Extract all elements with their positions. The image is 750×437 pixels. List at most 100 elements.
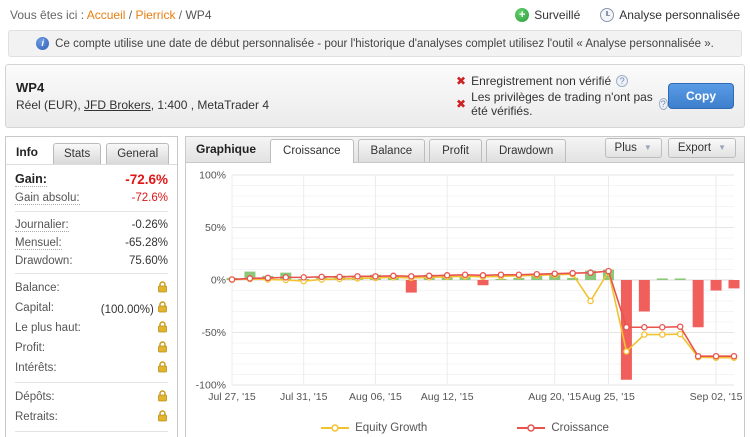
sidebar-tabs: Info Stats General	[6, 137, 177, 165]
legend-label: Equity Growth	[355, 421, 428, 434]
stat-row-le-plus-haut: Le plus haut:	[15, 318, 168, 338]
help-icon[interactable]: ?	[658, 98, 668, 110]
stat-row-drawdown: Drawdown: 75.60%	[15, 252, 168, 269]
warning-text: Enregistrement non vérifié	[471, 74, 612, 88]
notice-text: Ce compte utilise une date de début pers…	[55, 37, 714, 50]
breadcrumb: Vous êtes ici : Accueil / Pierrick / WP4	[10, 8, 212, 22]
custom-start-date-notice: i Ce compte utilise une date de début pe…	[8, 30, 742, 57]
tab-drawdown[interactable]: Drawdown	[485, 138, 567, 162]
breadcrumb-separator: /	[128, 8, 133, 22]
export-dropdown[interactable]: Export ▼	[667, 137, 736, 158]
stat-value: -72.6%	[125, 171, 168, 187]
stat-row-mensuel: Mensuel: -65.28%	[15, 234, 168, 252]
tab-profit[interactable]: Profit	[429, 138, 482, 162]
top-actions: + Surveillé Analyse personnalisée	[515, 8, 740, 22]
svg-text:-100%: -100%	[196, 379, 226, 391]
custom-analysis-label: Analyse personnalisée	[619, 8, 740, 22]
lock-icon	[158, 389, 167, 401]
plus-dropdown[interactable]: Plus ▼	[604, 137, 662, 158]
svg-text:Aug 25, '15: Aug 25, '15	[582, 391, 635, 403]
red-x-icon: ✖	[456, 97, 467, 111]
growth-chart[interactable]: Jul 27, '15 Jul 31, '15 Aug 06, '15 Aug 12,…	[186, 163, 744, 414]
chart-panel-title: Graphique	[196, 141, 257, 156]
stat-label: Gain:	[15, 171, 47, 187]
copy-button[interactable]: Copy	[668, 83, 734, 109]
stat-value	[157, 360, 168, 376]
tab-croissance[interactable]: Croissance	[270, 138, 354, 163]
lock-icon	[158, 300, 167, 312]
help-icon[interactable]: ?	[616, 75, 629, 87]
divider	[15, 211, 168, 212]
stat-label: Balance:	[15, 282, 60, 294]
top-bar: Vous êtes ici : Accueil / Pierrick / WP4…	[0, 0, 750, 28]
watch-button[interactable]: + Surveillé	[515, 8, 580, 22]
stat-label: Drawdown:	[15, 254, 73, 267]
stat-row-capital: Capital: (100.00%)	[15, 298, 168, 318]
tab-stats[interactable]: Stats	[53, 143, 102, 164]
stat-label: Dépôts:	[15, 391, 55, 403]
lock-icon	[158, 409, 167, 421]
broker-link[interactable]: JFD Brokers	[84, 98, 151, 112]
warning-text: Les privilèges de trading n'ont pas été …	[471, 90, 653, 118]
legend-label: Croissance	[551, 421, 609, 434]
stat-row-balance: Balance:	[15, 278, 168, 298]
warning-row-registration: ✖ Enregistrement non vérifié ?	[456, 74, 668, 88]
sidebar-rows: Gain: -72.6% Gain absolu: -72.6% Journal…	[6, 165, 177, 437]
breadcrumb-current: WP4	[185, 8, 212, 22]
stat-value	[157, 389, 168, 405]
stat-row-gain: Gain: -72.6%	[15, 169, 168, 189]
svg-text:-50%: -50%	[201, 327, 226, 339]
stat-value: -0.26%	[131, 219, 168, 231]
account-header: WP4 Réel (EUR), JFD Brokers, 1:400 , Met…	[5, 64, 745, 128]
lock-icon	[158, 360, 167, 372]
chart-tabs: Croissance Balance Profit Drawdown	[270, 137, 567, 163]
stat-label: Intérêts:	[15, 362, 57, 374]
stat-row-interets: Intérêts:	[15, 358, 168, 378]
stat-label: Capital:	[15, 302, 54, 314]
breadcrumb-prefix: Vous êtes ici :	[10, 8, 85, 22]
yellow-line-marker-icon	[321, 424, 350, 432]
account-name: WP4	[16, 80, 45, 95]
chart-panel: Graphique Croissance Balance Profit Draw…	[185, 136, 745, 437]
breadcrumb-link-accueil[interactable]: Accueil	[86, 8, 126, 22]
svg-text:Aug 20, '15: Aug 20, '15	[528, 391, 581, 403]
divider	[15, 382, 168, 383]
tab-balance[interactable]: Balance	[357, 138, 426, 162]
stat-value: -65.28%	[125, 237, 168, 249]
stats-sidebar: Info Stats General Gain: -72.6% Gain abs…	[5, 136, 178, 437]
main-content: Info Stats General Gain: -72.6% Gain abs…	[0, 136, 750, 437]
red-x-icon: ✖	[456, 74, 467, 88]
stat-label: Retraits:	[15, 411, 58, 423]
divider	[15, 273, 168, 274]
svg-text:50%: 50%	[205, 222, 226, 234]
account-platform: , 1:400 , MetaTrader 4	[150, 98, 269, 112]
chart-header: Graphique Croissance Balance Profit Draw…	[186, 137, 744, 163]
divider	[15, 431, 168, 432]
legend-item-croissance[interactable]: Croissance	[517, 422, 609, 434]
stat-value	[157, 320, 168, 336]
stat-label: Profit:	[15, 342, 46, 354]
add-watch-icon: +	[515, 8, 530, 22]
tab-general[interactable]: General	[106, 143, 170, 164]
svg-text:Sep 02, '15: Sep 02, '15	[690, 391, 743, 403]
chart-legend: Equity Growth Croissance	[186, 414, 744, 437]
stat-label: Gain absolu:	[15, 191, 80, 205]
export-label: Export	[677, 141, 712, 154]
clock-icon	[600, 8, 615, 22]
warning-row-trading-privileges: ✖ Les privilèges de trading n'ont pas ét…	[456, 90, 668, 118]
info-icon: i	[36, 37, 50, 50]
breadcrumb-link-pierrick[interactable]: Pierrick	[135, 8, 176, 22]
legend-item-equity-growth[interactable]: Equity Growth	[321, 422, 427, 434]
account-type: Réel (EUR),	[16, 98, 85, 112]
lock-icon	[158, 320, 167, 332]
stat-label: Mensuel:	[15, 236, 62, 250]
plus-label: Plus	[614, 141, 637, 154]
lock-icon	[158, 280, 167, 292]
custom-analysis-button[interactable]: Analyse personnalisée	[600, 8, 740, 22]
stat-value: -72.6%	[131, 192, 168, 204]
account-warnings: ✖ Enregistrement non vérifié ? ✖ Les pri…	[456, 72, 668, 120]
tab-info[interactable]: Info	[16, 145, 38, 159]
stat-value	[157, 340, 168, 356]
account-identity: WP4 Réel (EUR), JFD Brokers, 1:400 , Met…	[16, 80, 456, 112]
svg-text:Jul 27, '15: Jul 27, '15	[208, 391, 256, 403]
